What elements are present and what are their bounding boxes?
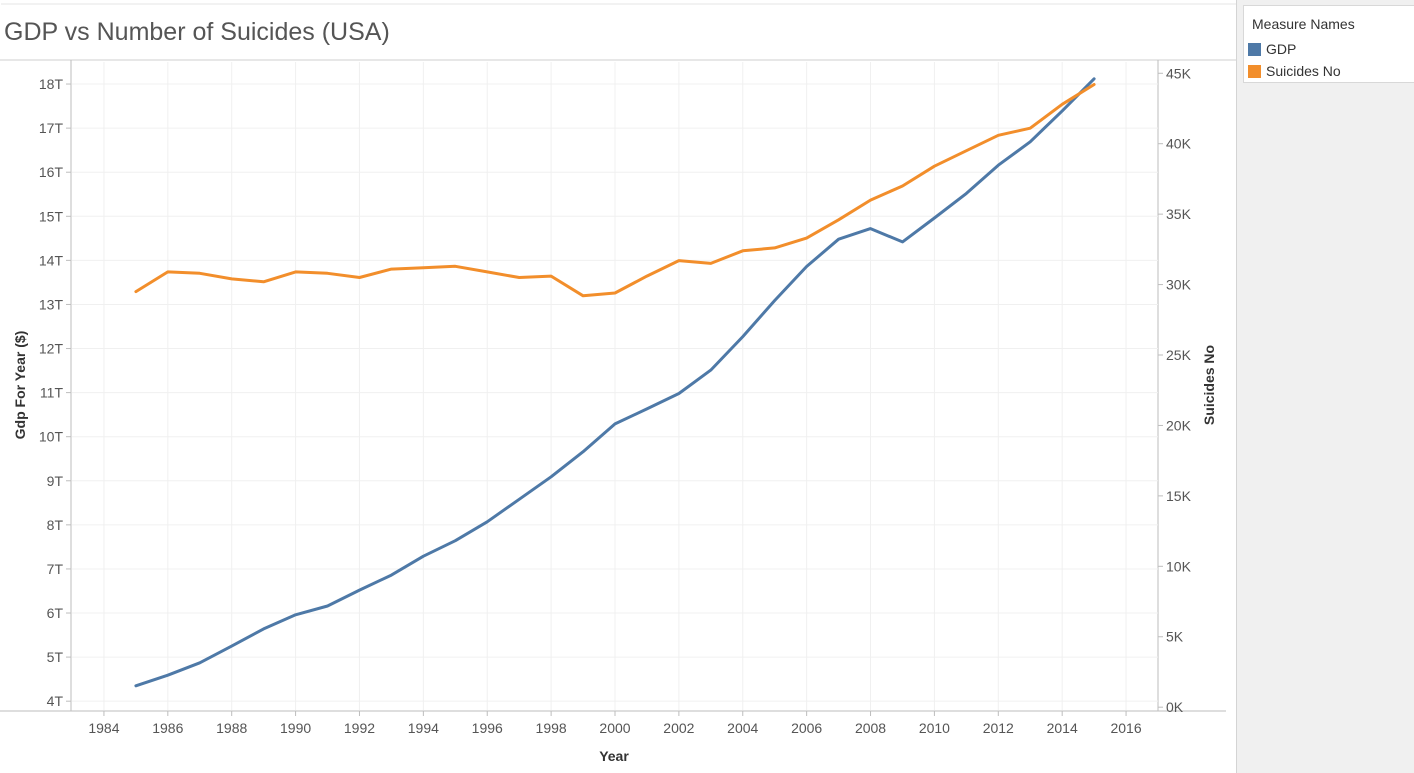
y-tick-label: 5T <box>47 649 64 665</box>
series-line-gdp[interactable] <box>134 77 1096 688</box>
x-tick-label: 1992 <box>344 720 375 736</box>
y-tick-label: 14T <box>39 252 64 268</box>
y2-tick-label: 20K <box>1166 417 1192 433</box>
x-tick-label: 2016 <box>1110 720 1141 736</box>
side-panel <box>1236 0 1414 773</box>
y-tick-label: 13T <box>39 296 64 312</box>
x-tick-label: 1996 <box>472 720 503 736</box>
y2-tick-label: 30K <box>1166 277 1192 293</box>
x-tick-label: 2014 <box>1047 720 1078 736</box>
legend-label-suicides-no: Suicides No <box>1266 63 1341 79</box>
y-tick-label: 17T <box>39 120 64 136</box>
y2-axis-title: Suicides No <box>1201 345 1217 425</box>
chart-grid <box>72 62 1158 710</box>
x-tick-label: 2000 <box>599 720 630 736</box>
y-axis-title: Gdp For Year ($) <box>12 331 28 440</box>
legend-swatch-gdp <box>1248 43 1261 56</box>
y-tick-label: 15T <box>39 208 64 224</box>
y-tick-label: 10T <box>39 429 64 445</box>
y-tick-label: 7T <box>47 561 64 577</box>
y2-tick-label: 45K <box>1166 65 1192 81</box>
chart-axes: 1984 1986 1988 1990 1992 1994 1996 1998 2000 2002… <box>39 65 1192 736</box>
x-tick-label: 2002 <box>663 720 694 736</box>
x-tick-label: 1994 <box>408 720 439 736</box>
x-tick-label: 1990 <box>280 720 311 736</box>
chart-series <box>134 77 1096 688</box>
y2-tick-label: 0K <box>1166 699 1184 715</box>
y-tick-label: 12T <box>39 341 64 357</box>
y-tick-label: 9T <box>47 473 64 489</box>
x-tick-label: 1988 <box>216 720 247 736</box>
y2-tick-label: 40K <box>1166 136 1192 152</box>
chart-frame <box>0 3 1236 712</box>
y2-tick-label: 5K <box>1166 629 1184 645</box>
y-tick-label: 6T <box>47 605 64 621</box>
legend: Measure Names GDP Suicides No <box>1243 5 1414 83</box>
x-tick-label: 2008 <box>855 720 886 736</box>
line-chart: 1984 1986 1988 1990 1992 1994 1996 1998 2000 2002… <box>0 3 1236 764</box>
series-line-suicides-no[interactable] <box>134 83 1096 298</box>
y2-tick-label: 35K <box>1166 206 1192 222</box>
y-tick-label: 18T <box>39 76 64 92</box>
legend-title: Measure Names <box>1252 16 1355 32</box>
x-tick-label: 1986 <box>152 720 183 736</box>
chart-title: GDP vs Number of Suicides (USA) <box>4 18 390 46</box>
y2-tick-label: 25K <box>1166 347 1192 363</box>
x-tick-label: 2010 <box>919 720 950 736</box>
x-axis-title: Year <box>599 748 629 764</box>
y-tick-label: 4T <box>47 693 64 709</box>
legend-swatch-suicides-no <box>1248 65 1261 78</box>
y2-tick-label: 15K <box>1166 488 1192 504</box>
x-tick-label: 1998 <box>536 720 567 736</box>
y-tick-label: 11T <box>40 385 64 401</box>
x-tick-label: 2004 <box>727 720 758 736</box>
x-tick-label: 1984 <box>88 720 119 736</box>
y-tick-label: 8T <box>47 517 64 533</box>
x-tick-label: 2006 <box>791 720 822 736</box>
x-tick-label: 2012 <box>983 720 1014 736</box>
y2-tick-label: 10K <box>1166 558 1192 574</box>
legend-label-gdp: GDP <box>1266 41 1297 57</box>
y-tick-label: 16T <box>39 164 64 180</box>
